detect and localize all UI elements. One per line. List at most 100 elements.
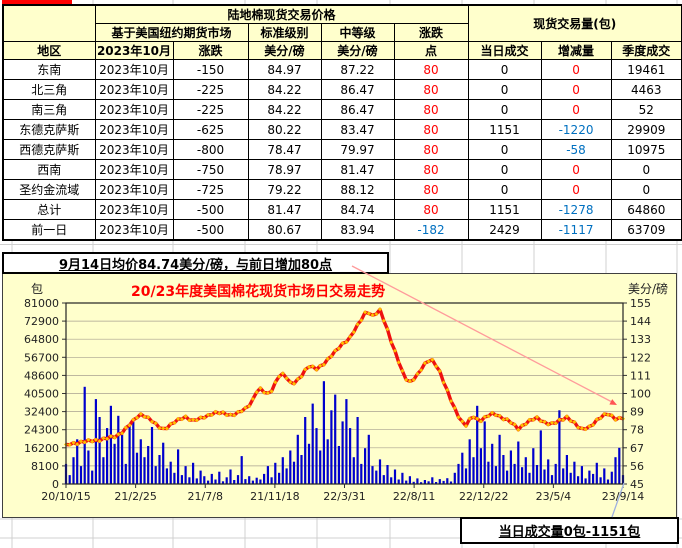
points-cell[interactable]: 80 xyxy=(393,179,469,200)
month-cell[interactable]: 2023年10月 xyxy=(94,199,174,220)
points-cell[interactable]: 80 xyxy=(393,59,469,80)
middle-price-cell[interactable]: 81.47 xyxy=(320,159,395,180)
daily-volume-cell[interactable]: 0 xyxy=(467,59,542,80)
region-cell[interactable]: 西南 xyxy=(2,159,96,180)
standard-price-cell[interactable]: 80.67 xyxy=(247,219,322,241)
middle-price-cell[interactable]: 88.12 xyxy=(320,179,395,200)
change-cell[interactable]: -725 xyxy=(172,179,249,200)
volume-change-cell[interactable]: 0 xyxy=(540,159,612,180)
table-title-cell[interactable]: 陆地棉现货交易价格 xyxy=(94,4,469,24)
cents-header-standard[interactable]: 美分/磅 xyxy=(247,41,322,60)
daily-volume-cell[interactable]: 1151 xyxy=(467,119,542,140)
month-cell[interactable]: 2023年10月 xyxy=(94,179,174,200)
standard-price-cell[interactable]: 80.22 xyxy=(247,119,322,140)
volume-change-cell[interactable]: -1117 xyxy=(540,219,612,241)
month-cell[interactable]: 2023年10月 xyxy=(94,59,174,80)
daily-volume-cell[interactable]: 0 xyxy=(467,139,542,160)
quarter-volume-cell[interactable]: 0 xyxy=(610,179,682,200)
points-cell[interactable]: 80 xyxy=(393,99,469,120)
middle-price-cell[interactable]: 83.47 xyxy=(320,119,395,140)
volume-change-cell[interactable]: -1278 xyxy=(540,199,612,220)
volume-change-cell[interactable]: 0 xyxy=(540,179,612,200)
volume-change-cell[interactable]: 0 xyxy=(540,79,612,100)
change-col-header[interactable]: 涨跌 xyxy=(172,41,249,60)
quarter-volume-cell[interactable]: 52 xyxy=(610,99,682,120)
middle-price-cell[interactable]: 86.47 xyxy=(320,99,395,120)
volume-change-cell[interactable]: 0 xyxy=(540,59,612,80)
daily-volume-cell[interactable]: 0 xyxy=(467,179,542,200)
average-price-note[interactable]: 9月14日均价84.74美分/磅，与前日增加80点 xyxy=(2,252,389,274)
cents-header-middle[interactable]: 美分/磅 xyxy=(320,41,395,60)
middle-price-cell[interactable]: 87.22 xyxy=(320,59,395,80)
standard-grade-header[interactable]: 标准级别 xyxy=(247,23,322,42)
change-cell[interactable]: -225 xyxy=(172,99,249,120)
daily-volume-cell[interactable]: 0 xyxy=(467,79,542,100)
standard-price-cell[interactable]: 84.22 xyxy=(247,79,322,100)
month-cell[interactable]: 2023年10月 xyxy=(94,159,174,180)
middle-grade-header[interactable]: 中等级 xyxy=(320,23,395,42)
price-table[interactable]: 陆地棉现货交易价格 现货交易量(包) 基于美国纽约期货市场 标准级别 中等级 涨… xyxy=(2,4,682,241)
points-cell[interactable]: 80 xyxy=(393,139,469,160)
volume-change-cell[interactable]: -58 xyxy=(540,139,612,160)
standard-price-cell[interactable]: 84.22 xyxy=(247,99,322,120)
month-cell[interactable]: 2023年10月 xyxy=(94,219,174,241)
volume-title-cell[interactable]: 现货交易量(包) xyxy=(467,4,682,42)
quarter-volume-cell[interactable]: 64860 xyxy=(610,199,682,220)
region-cell[interactable]: 总计 xyxy=(2,199,96,220)
month-header[interactable]: 2023年10月 xyxy=(94,41,174,60)
quarter-volume-cell[interactable]: 19461 xyxy=(610,59,682,80)
standard-price-cell[interactable]: 81.47 xyxy=(247,199,322,220)
region-cell[interactable]: 圣约金流域 xyxy=(2,179,96,200)
daily-volume-cell[interactable]: 0 xyxy=(467,159,542,180)
change-cell[interactable]: -625 xyxy=(172,119,249,140)
daily-volume-note[interactable]: 当日成交量0包-1151包 xyxy=(460,517,679,544)
change-cell[interactable]: -500 xyxy=(172,219,249,241)
points-cell[interactable]: 80 xyxy=(393,159,469,180)
month-cell[interactable]: 2023年10月 xyxy=(94,139,174,160)
quarter-volume-cell[interactable]: 4463 xyxy=(610,79,682,100)
volume-change-cell[interactable]: 0 xyxy=(540,99,612,120)
quarter-volume-cell[interactable]: 29909 xyxy=(610,119,682,140)
region-cell[interactable]: 前一日 xyxy=(2,219,96,241)
region-cell[interactable]: 西德克萨斯 xyxy=(2,139,96,160)
change-cell[interactable]: -500 xyxy=(172,199,249,220)
change-header[interactable]: 涨跌 xyxy=(393,23,469,42)
corner-cell[interactable] xyxy=(2,4,96,42)
month-cell[interactable]: 2023年10月 xyxy=(94,99,174,120)
points-cell[interactable]: 80 xyxy=(393,79,469,100)
quarter-volume-cell[interactable]: 10975 xyxy=(610,139,682,160)
change-cell[interactable]: -750 xyxy=(172,159,249,180)
daily-volume-header[interactable]: 当日成交 xyxy=(467,41,542,60)
standard-price-cell[interactable]: 78.47 xyxy=(247,139,322,160)
region-cell[interactable]: 东德克萨斯 xyxy=(2,119,96,140)
month-cell[interactable]: 2023年10月 xyxy=(94,79,174,100)
points-cell[interactable]: 80 xyxy=(393,199,469,220)
region-cell[interactable]: 南三角 xyxy=(2,99,96,120)
middle-price-cell[interactable]: 79.97 xyxy=(320,139,395,160)
change-cell[interactable]: -800 xyxy=(172,139,249,160)
quarter-volume-header[interactable]: 季度成交 xyxy=(610,41,682,60)
middle-price-cell[interactable]: 84.74 xyxy=(320,199,395,220)
volume-change-header[interactable]: 增减量 xyxy=(540,41,612,60)
volume-change-cell[interactable]: -1220 xyxy=(540,119,612,140)
points-header[interactable]: 点 xyxy=(393,41,469,60)
standard-price-cell[interactable]: 79.22 xyxy=(247,179,322,200)
daily-volume-cell[interactable]: 0 xyxy=(467,99,542,120)
points-cell[interactable]: 80 xyxy=(393,119,469,140)
trading-chart[interactable]: 20/23年度美国棉花现货市场日交易走势 包 美分/磅 0 45 8100 56 162… xyxy=(2,273,677,518)
middle-price-cell[interactable]: 83.94 xyxy=(320,219,395,241)
middle-price-cell[interactable]: 86.47 xyxy=(320,79,395,100)
change-cell[interactable]: -150 xyxy=(172,59,249,80)
points-cell[interactable]: -182 xyxy=(393,219,469,241)
futures-header-cell[interactable]: 基于美国纽约期货市场 xyxy=(94,23,249,42)
daily-volume-cell[interactable]: 2429 xyxy=(467,219,542,241)
month-cell[interactable]: 2023年10月 xyxy=(94,119,174,140)
change-cell[interactable]: -225 xyxy=(172,79,249,100)
region-cell[interactable]: 东南 xyxy=(2,59,96,80)
standard-price-cell[interactable]: 78.97 xyxy=(247,159,322,180)
quarter-volume-cell[interactable]: 63709 xyxy=(610,219,682,241)
quarter-volume-cell[interactable]: 0 xyxy=(610,159,682,180)
region-header[interactable]: 地区 xyxy=(2,41,96,60)
region-cell[interactable]: 北三角 xyxy=(2,79,96,100)
standard-price-cell[interactable]: 84.97 xyxy=(247,59,322,80)
